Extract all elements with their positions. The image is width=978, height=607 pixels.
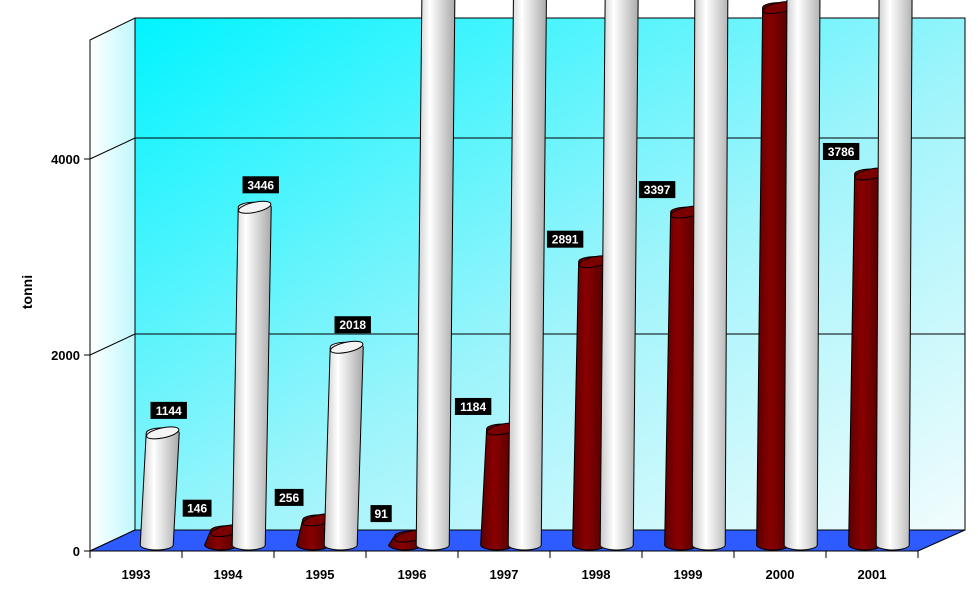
chart-side-wall — [89, 17, 136, 552]
bar — [875, 0, 913, 551]
bar — [783, 0, 821, 551]
data-label-text: 2891 — [552, 233, 579, 247]
gridline-side — [89, 333, 136, 356]
data-label-bg — [822, 142, 860, 160]
data-label-bg — [638, 181, 676, 199]
bar-top — [146, 426, 180, 440]
data-label: 91 — [370, 505, 392, 523]
data-label-bg — [150, 401, 187, 419]
x-tick-label: 1993 — [122, 567, 151, 582]
data-label-bg — [334, 316, 371, 334]
y-tick-label: 2000 — [51, 348, 80, 363]
y-tick-label: 0 — [73, 544, 80, 559]
data-label-bg — [182, 499, 212, 517]
x-tick-label: 1994 — [214, 567, 244, 582]
bar-body — [231, 201, 272, 551]
gridlines — [89, 137, 965, 356]
data-label-text: 1184 — [460, 400, 486, 414]
data-label-text: 1144 — [156, 404, 182, 418]
data-label-bg — [274, 488, 304, 506]
bar-body — [415, 0, 456, 551]
data-label-text: 3786 — [828, 145, 855, 159]
data-label-text: 91 — [374, 507, 388, 521]
chart-back-wall — [134, 17, 966, 531]
data-label-bg — [242, 176, 279, 194]
bar-top — [238, 200, 272, 214]
bar-body — [139, 427, 180, 551]
bar-top — [330, 340, 364, 354]
bar — [231, 200, 272, 551]
data-label: 256 — [274, 488, 304, 506]
bar-body — [323, 341, 364, 551]
y-axis: 020004000600080001000012000 — [51, 40, 91, 559]
bar — [507, 0, 547, 551]
x-tick-label: 1999 — [674, 567, 703, 582]
data-label-text: 3397 — [644, 183, 671, 197]
data-label: 146 — [182, 499, 212, 517]
data-label-bg — [546, 230, 584, 248]
data-label: 1144 — [150, 401, 187, 419]
bars — [139, 0, 913, 551]
data-label-text: 146 — [187, 502, 207, 516]
bar — [415, 0, 456, 551]
x-tick-label: 1998 — [582, 567, 611, 582]
data-label: 2891 — [546, 230, 584, 248]
x-tick-label: 1996 — [398, 567, 427, 582]
bar — [599, 0, 639, 551]
data-label-text: 2018 — [339, 318, 366, 332]
data-label-bg — [454, 397, 492, 415]
bar-body — [783, 0, 821, 551]
x-tick-label: 1995 — [306, 567, 335, 582]
bar-body — [599, 0, 639, 551]
x-axis: 1993 1994 1995 1996 1997 1998 1999 2000 2001 — [89, 550, 919, 582]
y-tick-label: 4000 — [51, 152, 80, 167]
data-label-text: 256 — [279, 491, 299, 505]
bar-body — [875, 0, 913, 551]
data-label-bg — [370, 505, 392, 523]
x-tick-label: 1997 — [490, 567, 519, 582]
data-label: 3397 — [638, 181, 676, 199]
gridline-side — [89, 137, 136, 160]
bar-body — [691, 0, 729, 551]
bar-body — [507, 0, 547, 551]
data-label-text: 3446 — [247, 178, 274, 192]
bar — [691, 0, 729, 551]
x-tick-label: 2001 — [858, 567, 887, 582]
y-axis-label: tonni — [19, 275, 35, 309]
data-label: 3446 — [242, 176, 279, 194]
data-label: 2018 — [334, 316, 371, 334]
bar — [323, 340, 364, 551]
x-tick-label: 2000 — [766, 567, 795, 582]
data-label: 1184 — [454, 397, 492, 415]
data-label: 3786 — [822, 142, 860, 160]
data-labels: 1144146344625620189159291184644328916770… — [150, 142, 860, 523]
bar — [139, 426, 180, 551]
